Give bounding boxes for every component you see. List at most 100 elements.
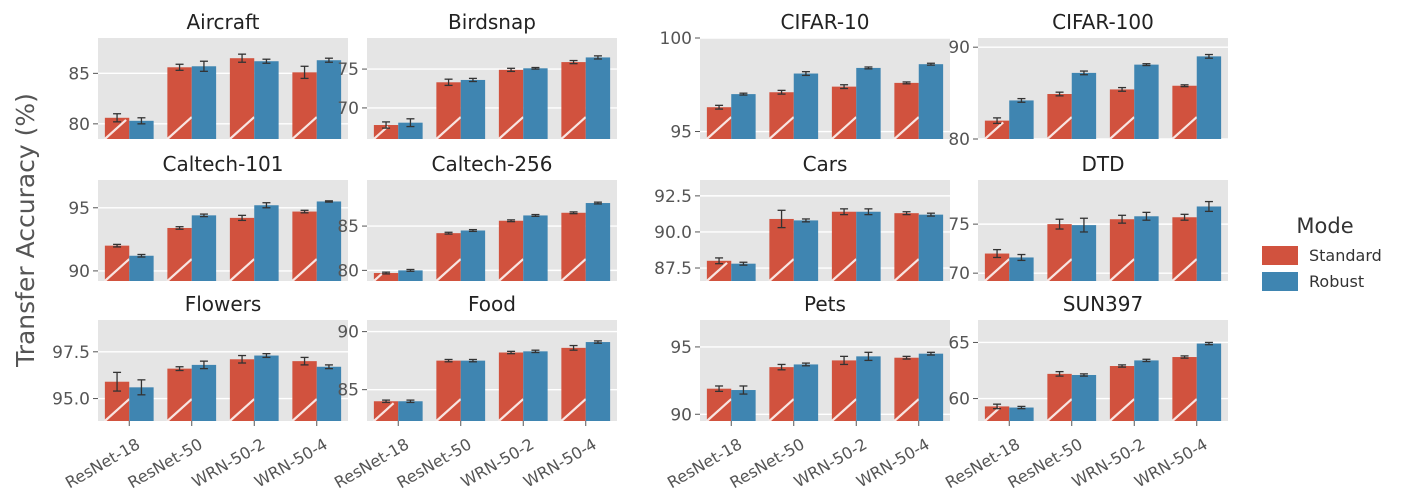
panel-cifar-10-bar-standard-resnet-18 [706, 107, 732, 139]
panel-flowers-bar-standard-wrn-50-2 [229, 359, 255, 421]
panel-cars-ytick-label: 90.0 [654, 223, 692, 243]
panel-cifar-100-bar-hatch-resnet-50 [1046, 116, 1073, 140]
panel-caltech-101-bar-robust-wrn-50-2 [254, 205, 279, 281]
panel-caltech-101-bar-hatch-resnet-18 [104, 258, 130, 282]
legend-title: Mode [1296, 214, 1353, 238]
panel-cifar-100-bar-robust-resnet-18 [1009, 100, 1034, 139]
panel-caltech-101-ytick-label: 90 [68, 262, 90, 282]
panel-flowers-bar-robust-wrn-50-2 [254, 355, 279, 421]
panel-cars-bar-hatch-resnet-18 [706, 262, 728, 282]
panel-pets: 9095PetsResNet-18ResNet-50WRN-50-2WRN-50… [664, 292, 950, 490]
panel-sun397-bar-standard-resnet-50 [1047, 373, 1072, 421]
panel-food-bar-hatch-wrn-50-2 [498, 398, 524, 422]
panel-cifar-10-bar-hatch-wrn-50-4 [893, 116, 920, 140]
panel-flowers-bar-hatch-resnet-50 [166, 398, 193, 422]
panel-sun397-bar-hatch-resnet-18 [984, 407, 1001, 422]
panel-food-bar-hatch-wrn-50-4 [560, 398, 587, 422]
panel-caltech-256-bar-standard-resnet-50 [436, 233, 461, 281]
panel-flowers-bar-standard-resnet-50 [167, 368, 192, 421]
panel-sun397-ytick-label: 60 [948, 390, 970, 410]
panel-cars-ytick-label: 92.5 [654, 187, 692, 207]
panel-cifar-10-bar-robust-resnet-18 [731, 94, 756, 139]
panel-dtd-bar-hatch-resnet-18 [984, 258, 1010, 282]
panel-food-bar-standard-resnet-50 [436, 360, 461, 421]
panel-aircraft-bar-robust-resnet-50 [191, 66, 217, 139]
panel-sun397-bar-robust-wrn-50-4 [1196, 343, 1222, 421]
panel-cars-bar-hatch-wrn-50-4 [893, 258, 920, 282]
panel-pets-title: Pets [804, 292, 846, 316]
panel-cars-bar-robust-resnet-50 [793, 220, 819, 281]
panel-pets-bar-hatch-resnet-50 [768, 398, 795, 422]
panel-cifar-10-title: CIFAR-10 [781, 10, 870, 34]
panel-food-bar-robust-wrn-50-4 [585, 342, 611, 421]
panel-pets-bar-robust-resnet-50 [793, 364, 819, 421]
panel-caltech-256-title: Caltech-256 [432, 152, 553, 176]
panel-caltech-256-bar-robust-wrn-50-2 [523, 215, 548, 281]
panel-cifar-10-bar-standard-wrn-50-2 [831, 86, 857, 139]
panel-birdsnap-bar-hatch-wrn-50-2 [498, 116, 524, 140]
panel-cifar-100-bar-hatch-resnet-18 [984, 121, 1004, 140]
panel-cars-ytick-label: 87.5 [654, 259, 692, 279]
panel-aircraft-bar-hatch-wrn-50-2 [229, 116, 255, 140]
panel-pets-bar-robust-wrn-50-2 [856, 356, 881, 421]
panel-cifar-10-bar-standard-wrn-50-4 [894, 82, 919, 139]
panel-dtd-title: DTD [1081, 152, 1124, 176]
panel-aircraft-ytick-label: 85 [68, 64, 90, 84]
chart-panels: 8085Aircraft7075Birdsnap95100CIFAR-10809… [52, 10, 1228, 490]
panel-dtd-bar-robust-resnet-50 [1071, 225, 1097, 281]
panel-cifar-100: 80 90 CIFAR-100 [948, 10, 1228, 150]
panel-caltech-256-bar-hatch-resnet-50 [435, 258, 462, 282]
panel-food-bar-robust-wrn-50-2 [523, 351, 548, 421]
panel-birdsnap-ytick-label: 70 [337, 99, 359, 119]
panel-birdsnap-bar-hatch-wrn-50-4 [560, 116, 587, 140]
panel-aircraft-bar-robust-wrn-50-2 [254, 61, 279, 140]
panel-birdsnap-bar-robust-resnet-50 [460, 79, 486, 139]
panel-cars-bar-hatch-wrn-50-2 [831, 258, 857, 282]
panel-pets-bar-standard-wrn-50-2 [831, 360, 857, 421]
panel-flowers-bar-robust-wrn-50-4 [316, 366, 342, 421]
panel-cars: 87.5 90.0 92.5 Cars [654, 152, 950, 282]
panel-cifar-10-bar-hatch-resnet-50 [768, 116, 795, 140]
panel-aircraft-bar-standard-wrn-50-2 [229, 58, 255, 140]
panel-caltech-101-bar-standard-wrn-50-2 [229, 217, 255, 281]
panel-food: 8590FoodResNet-18ResNet-50WRN-50-2WRN-50… [331, 292, 617, 490]
panel-cifar-10-bar-standard-resnet-50 [769, 92, 794, 139]
panel-cifar-100-bar-robust-wrn-50-2 [1134, 64, 1159, 139]
panel-flowers-ytick-label: 97.5 [52, 343, 90, 363]
panel-aircraft-bar-hatch-resnet-18 [104, 119, 127, 140]
panel-caltech-256-ytick-label: 80 [337, 261, 359, 281]
panel-birdsnap: 70 75 Birdsnap [337, 10, 617, 140]
panel-caltech-101-bar-robust-resnet-50 [191, 215, 217, 281]
panel-food-title: Food [468, 292, 516, 316]
panel-aircraft-title: Aircraft [186, 10, 259, 34]
panel-pets-bar-hatch-wrn-50-4 [893, 398, 920, 422]
panel-flowers-bar-robust-resnet-50 [191, 364, 217, 421]
panel-cifar-10-bar-hatch-wrn-50-2 [831, 116, 857, 140]
panel-cars-title: Cars [803, 152, 848, 176]
panel-caltech-256-bar-hatch-wrn-50-2 [498, 258, 524, 282]
panel-caltech-101-title: Caltech-101 [163, 152, 284, 176]
panel-pets-bar-standard-resnet-50 [769, 367, 794, 421]
panel-aircraft-bar-robust-wrn-50-4 [316, 60, 342, 139]
panel-cifar-100-bar-standard-resnet-50 [1047, 94, 1072, 139]
panel-sun397-bar-standard-wrn-50-2 [1109, 366, 1135, 421]
panel-cifar-100-ytick-label: 80 [948, 130, 970, 150]
panel-cars-bar-robust-wrn-50-4 [918, 214, 944, 281]
panel-caltech-256-bar-standard-wrn-50-2 [498, 220, 524, 281]
panel-dtd-bar-robust-wrn-50-2 [1134, 216, 1159, 281]
panel-flowers: 95.097.5FlowersResNet-18ResNet-50WRN-50-… [52, 292, 348, 490]
panel-cifar-100-title: CIFAR-100 [1052, 10, 1154, 34]
panel-cifar-10-ytick-label: 95 [670, 123, 692, 143]
legend: Mode Standard Robust [1262, 214, 1382, 291]
panel-caltech-256: 80 85 Caltech-256 [337, 152, 617, 282]
panel-birdsnap-bar-standard-wrn-50-4 [561, 62, 586, 140]
panel-pets-bar-robust-resnet-18 [731, 390, 756, 421]
panel-dtd-bar-standard-wrn-50-2 [1109, 219, 1135, 281]
panel-flowers-ytick-label: 95.0 [52, 390, 90, 410]
panel-aircraft-ytick-label: 80 [68, 115, 90, 135]
panel-cifar-10-bar-robust-wrn-50-4 [918, 64, 944, 139]
legend-label-robust: Robust [1309, 272, 1364, 291]
panel-birdsnap-bar-standard-resnet-50 [436, 82, 461, 139]
panel-pets-ytick-label: 90 [670, 405, 692, 425]
panel-dtd-bar-standard-resnet-50 [1047, 224, 1072, 281]
